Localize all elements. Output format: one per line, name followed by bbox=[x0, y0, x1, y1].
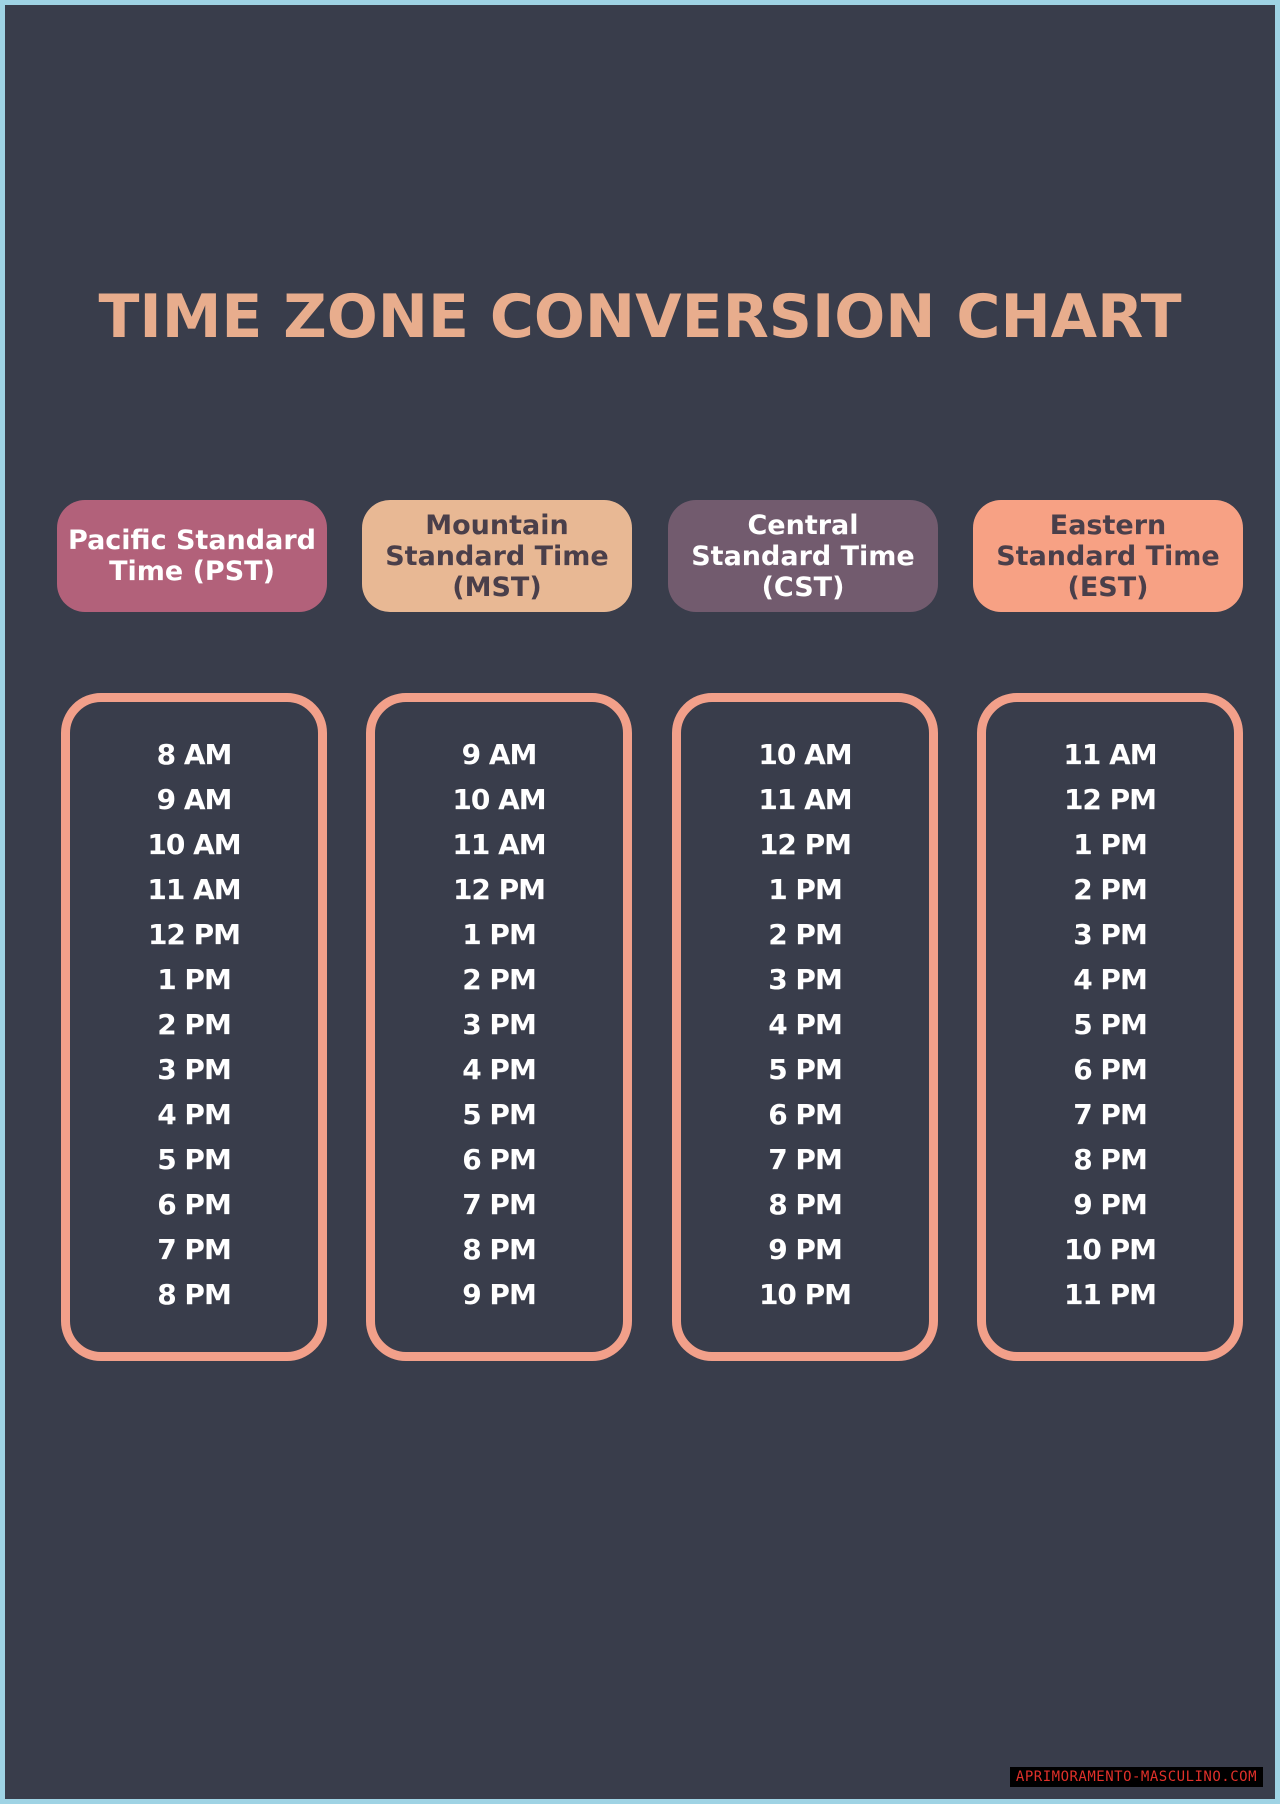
page-title: TIME ZONE CONVERSION CHART bbox=[98, 282, 1182, 352]
watermark-label: APRIMORAMENTO-MASCULINO.COM bbox=[1009, 1767, 1263, 1787]
time-item: 8 PM bbox=[157, 1278, 232, 1311]
time-item: 7 PM bbox=[1073, 1098, 1148, 1131]
time-item: 2 PM bbox=[157, 1008, 232, 1041]
time-item: 3 PM bbox=[157, 1053, 232, 1086]
time-item: 7 PM bbox=[157, 1233, 232, 1266]
time-item: 12 PM bbox=[1063, 783, 1157, 816]
time-item: 8 PM bbox=[1073, 1143, 1148, 1176]
time-item: 9 PM bbox=[768, 1233, 843, 1266]
times-box-pst: 8 AM 9 AM 10 AM 11 AM 12 PM 1 PM 2 PM 3 … bbox=[61, 693, 327, 1361]
times-list-cst: 10 AM 11 AM 12 PM 1 PM 2 PM 3 PM 4 PM 5 … bbox=[681, 732, 929, 1317]
times-list-mst: 9 AM 10 AM 11 AM 12 PM 1 PM 2 PM 3 PM 4 … bbox=[375, 732, 623, 1317]
times-box-est: 11 AM 12 PM 1 PM 2 PM 3 PM 4 PM 5 PM 6 P… bbox=[977, 693, 1243, 1361]
time-item: 10 AM bbox=[452, 783, 546, 816]
time-item: 5 PM bbox=[768, 1053, 843, 1086]
time-item: 4 PM bbox=[768, 1008, 843, 1041]
time-item: 12 PM bbox=[452, 873, 546, 906]
times-list-pst: 8 AM 9 AM 10 AM 11 AM 12 PM 1 PM 2 PM 3 … bbox=[70, 732, 318, 1317]
time-item: 5 PM bbox=[462, 1098, 537, 1131]
time-item: 11 AM bbox=[147, 873, 241, 906]
time-item: 10 PM bbox=[758, 1278, 852, 1311]
time-item: 4 PM bbox=[157, 1098, 232, 1131]
time-item: 8 AM bbox=[156, 738, 233, 771]
time-item: 6 PM bbox=[768, 1098, 843, 1131]
header-mst: Mountain Standard Time (MST) bbox=[362, 500, 632, 612]
time-item: 1 PM bbox=[768, 873, 843, 906]
time-item: 1 PM bbox=[462, 918, 537, 951]
time-item: 1 PM bbox=[157, 963, 232, 996]
time-item: 2 PM bbox=[768, 918, 843, 951]
time-item: 11 AM bbox=[1063, 738, 1157, 771]
time-item: 10 PM bbox=[1063, 1233, 1157, 1266]
time-item: 7 PM bbox=[462, 1188, 537, 1221]
time-item: 8 PM bbox=[768, 1188, 843, 1221]
time-item: 9 PM bbox=[462, 1278, 537, 1311]
time-item: 12 PM bbox=[147, 918, 241, 951]
time-item: 9 AM bbox=[156, 783, 233, 816]
times-box-cst: 10 AM 11 AM 12 PM 1 PM 2 PM 3 PM 4 PM 5 … bbox=[672, 693, 938, 1361]
time-item: 3 PM bbox=[1073, 918, 1148, 951]
time-item: 4 PM bbox=[1073, 963, 1148, 996]
time-item: 11 AM bbox=[452, 828, 546, 861]
time-item: 8 PM bbox=[462, 1233, 537, 1266]
time-item: 10 AM bbox=[147, 828, 241, 861]
header-cst: Central Standard Time (CST) bbox=[668, 500, 938, 612]
time-item: 11 AM bbox=[758, 783, 852, 816]
time-item: 4 PM bbox=[462, 1053, 537, 1086]
time-item: 3 PM bbox=[768, 963, 843, 996]
time-item: 1 PM bbox=[1073, 828, 1148, 861]
time-item: 5 PM bbox=[1073, 1008, 1148, 1041]
time-item: 10 AM bbox=[758, 738, 852, 771]
header-est: Eastern Standard Time (EST) bbox=[973, 500, 1243, 612]
time-item: 5 PM bbox=[157, 1143, 232, 1176]
time-item: 2 PM bbox=[1073, 873, 1148, 906]
time-item: 6 PM bbox=[462, 1143, 537, 1176]
time-item: 9 PM bbox=[1073, 1188, 1148, 1221]
time-item: 12 PM bbox=[758, 828, 852, 861]
time-item: 6 PM bbox=[1073, 1053, 1148, 1086]
time-item: 7 PM bbox=[768, 1143, 843, 1176]
time-item: 11 PM bbox=[1063, 1278, 1157, 1311]
times-list-est: 11 AM 12 PM 1 PM 2 PM 3 PM 4 PM 5 PM 6 P… bbox=[986, 732, 1234, 1317]
time-item: 2 PM bbox=[462, 963, 537, 996]
time-item: 9 AM bbox=[461, 738, 538, 771]
time-item: 6 PM bbox=[157, 1188, 232, 1221]
times-box-mst: 9 AM 10 AM 11 AM 12 PM 1 PM 2 PM 3 PM 4 … bbox=[366, 693, 632, 1361]
time-item: 3 PM bbox=[462, 1008, 537, 1041]
header-pst: Pacific Standard Time (PST) bbox=[57, 500, 327, 612]
